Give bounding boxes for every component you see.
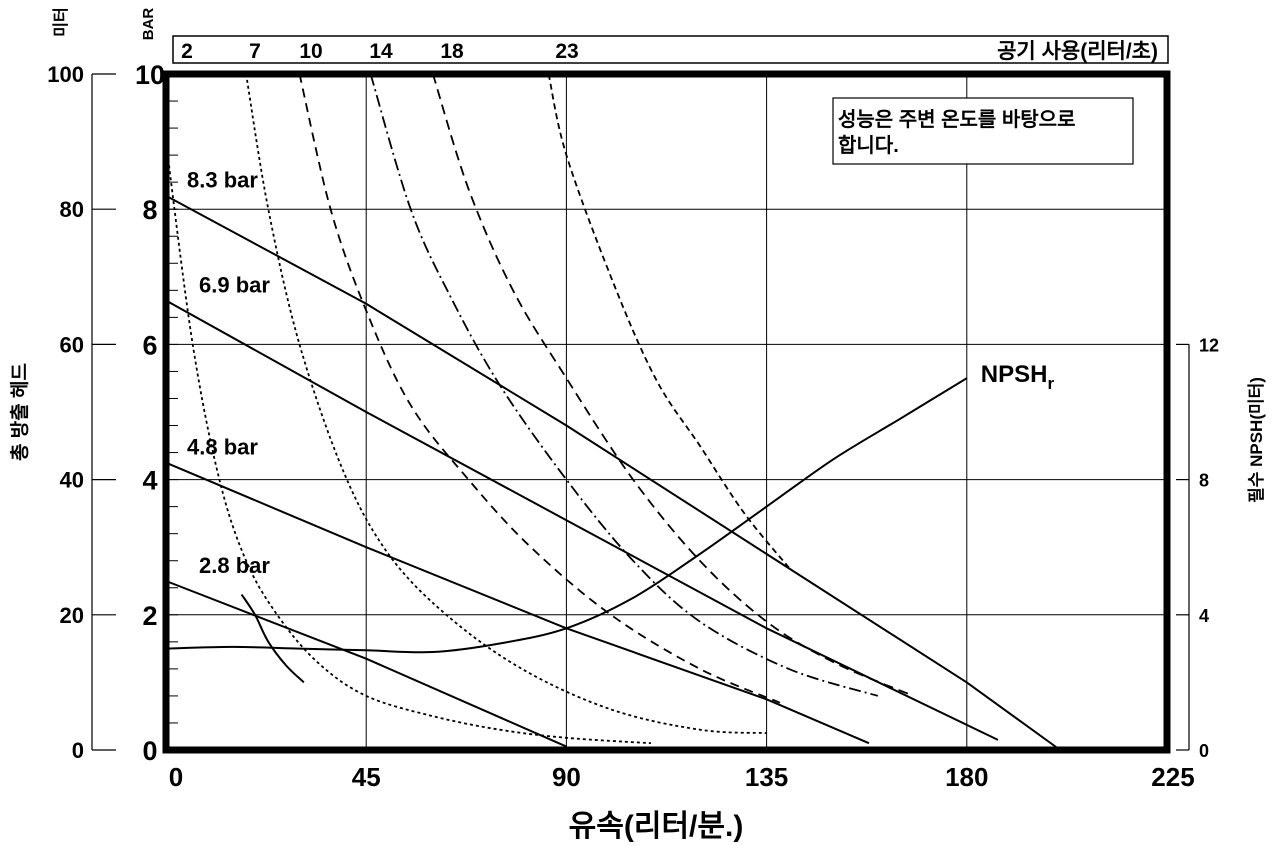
air-curve-18 [432,73,914,697]
y-left-meters-tick-label: 80 [60,197,84,222]
y-right-tick-label: 4 [1199,606,1209,626]
x-tick-label: 225 [1151,762,1194,792]
air-consumption-value: 2 [181,40,193,63]
air-consumption-value: 10 [299,40,322,63]
note-text: 성능은 주변 온도를 바탕으로 합니다. [838,108,1081,157]
npsh-curve-label: NPSHr [981,361,1055,393]
y-left-bar-tick-label: 8 [142,195,157,225]
pressure-curve-1 [165,299,999,741]
y-right-tick-label: 12 [1199,335,1219,355]
suction-curve [240,593,305,684]
pressure-curve-0 [165,194,1061,751]
y-left-unit-meters: 미터 [52,7,70,36]
x-tick-label: 180 [945,762,988,792]
air-curve-7 [245,73,767,734]
pressure-curve-label: 4.8 bar [187,435,258,460]
y-left-meters-tick-label: 40 [60,468,84,493]
x-tick-label: 0 [169,762,183,792]
air-curve-10 [298,73,781,704]
y-left-bar-tick-label: 6 [142,330,157,360]
x-axis-title: 유속(리터/분.) [569,810,744,843]
y-left-bar-tick-label: 4 [142,466,157,496]
air-curve-14 [369,73,879,697]
y-left-meters-tick-label: 0 [72,738,84,763]
y-left-bar-tick-label: 10 [135,60,165,90]
pressure-curve-label: 2.8 bar [199,553,270,578]
air-consumption-value: 18 [440,40,464,63]
air-curve-2 [165,141,651,745]
pressure-curve-3 [165,580,567,748]
y-left-meters-tick-label: 60 [60,332,84,357]
y-right-axis-title: 필수 NPSH(미터) [1247,377,1266,503]
note-box [832,97,1134,165]
air-consumption-header-box [172,35,1169,64]
y-left-bar-tick-label: 0 [142,736,157,766]
y-left-meters-tick-label: 20 [60,603,84,628]
curves: 8.3 bar 6.9 bar 4.8 bar 2.8 bar NPSHr [165,73,1061,751]
y-left-bar-tick-label: 2 [142,601,157,631]
npsh-curve [165,377,968,654]
pressure-curve-label: 6.9 bar [199,272,270,297]
y-right-tick-label: 0 [1199,741,1209,761]
air-curve-23 [547,73,790,569]
pressure-curve-2 [165,461,870,745]
air-consumption-value: 14 [369,40,393,63]
plot-frame [162,70,1171,754]
air-consumption-label: 공기 사용(리터/초) [997,40,1158,63]
pressure-curve-label: 8.3 bar [187,168,258,193]
x-tick-label: 135 [745,762,788,792]
y-left-meters-tick-label: 100 [47,62,84,87]
x-tick-label: 90 [552,762,581,792]
y-left-axis-title: 총 방출 헤드 [9,363,31,461]
air-consumption-value: 23 [555,40,578,63]
y-left-unit-bar: BAR [140,8,157,41]
y-right-tick-label: 8 [1199,471,1209,491]
x-tick-label: 45 [352,762,381,792]
air-consumption-value: 7 [249,40,261,63]
air-consumption-values: 2 7 10 14 18 23 [181,40,579,63]
